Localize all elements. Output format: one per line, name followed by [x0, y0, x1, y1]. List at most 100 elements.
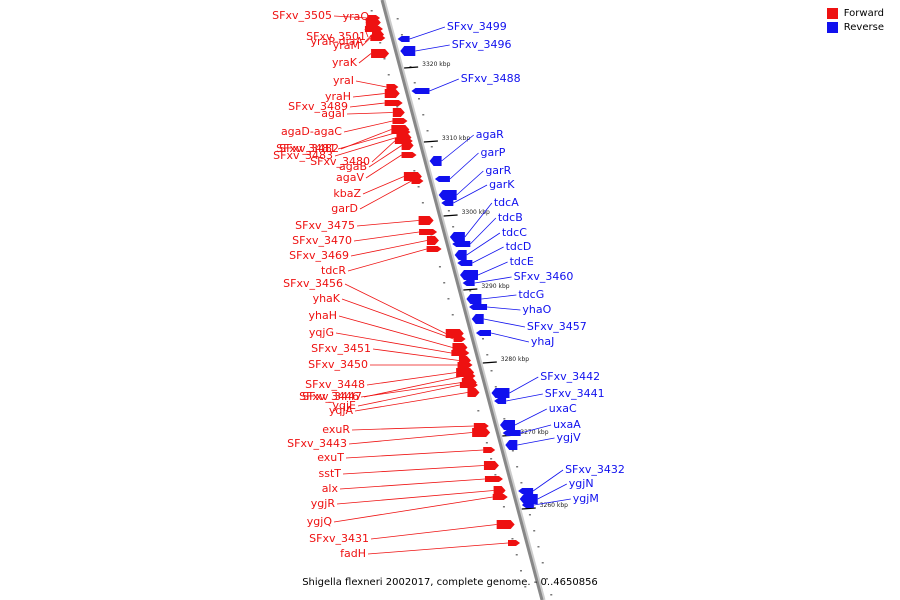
forward-gene-label: exuR: [322, 423, 350, 436]
forward-gene-label: SFxv_3483: [273, 149, 333, 162]
forward-gene-arrow: [386, 84, 399, 90]
forward-gene-label: SFxv_3489: [288, 100, 348, 113]
forward-leader-line: [346, 112, 393, 115]
forward-leader-line: [355, 80, 387, 88]
forward-gene-label: yraM: [333, 39, 360, 52]
reverse-gene-label: tdcG: [518, 288, 544, 301]
forward-leader-line: [349, 102, 385, 108]
reverse-leader-line: [429, 78, 459, 92]
strand-dot: [443, 282, 446, 284]
reverse-gene-arrow: [454, 250, 467, 260]
strand-dot: [383, 58, 386, 60]
strand-dot: [422, 114, 425, 116]
forward-gene-label: SFxv_3446: [299, 390, 359, 403]
strand-dot: [550, 594, 553, 596]
reverse-gene-arrow: [441, 200, 454, 206]
forward-leader-line: [345, 449, 484, 459]
reverse-gene-arrow: [429, 156, 442, 166]
forward-gene-arrow: [463, 373, 476, 379]
strand-dot: [426, 130, 429, 132]
strand-dot: [528, 514, 531, 516]
forward-leader-line: [342, 465, 484, 475]
kbp-tick: [521, 507, 536, 510]
kbp-tick-label: 3310 kbp: [442, 135, 470, 142]
reverse-gene-arrow: [521, 502, 534, 508]
forward-leader-line: [358, 53, 372, 64]
forward-leader-line: [364, 34, 373, 43]
reverse-leader-line: [483, 318, 526, 328]
strand-dot: [447, 210, 450, 212]
forward-gene-arrow: [459, 382, 478, 388]
strand-dot: [430, 146, 433, 148]
reverse-gene-arrow: [460, 270, 478, 280]
reverse-gene-label: ygjV: [557, 431, 582, 444]
reverse-gene-label: tdcB: [498, 211, 523, 224]
reverse-leader-line: [533, 498, 571, 506]
reverse-leader-line: [409, 26, 446, 40]
reverse-gene-label: tdcD: [506, 240, 532, 253]
forward-gene-arrow: [426, 246, 442, 252]
forward-leader-line: [357, 384, 460, 407]
kbp-tick: [404, 66, 419, 69]
strand-dot: [541, 562, 544, 564]
forward-gene-arrow: [467, 388, 480, 397]
strand-dot: [533, 530, 536, 532]
reverse-gene-label: SFxv_3496: [452, 38, 512, 51]
strand-dot: [494, 474, 497, 476]
forward-gene-label: yraK: [332, 56, 358, 69]
strand-dot: [396, 18, 399, 20]
strand-dot: [511, 450, 514, 452]
reverse-gene-arrow: [400, 46, 416, 56]
forward-gene-label: yraI: [333, 74, 354, 87]
reverse-gene-label: garP: [481, 146, 506, 159]
forward-gene-label: agaI: [321, 107, 345, 120]
forward-leader-line: [338, 315, 453, 348]
legend-label-forward: Forward: [843, 8, 884, 19]
forward-leader-line: [347, 248, 427, 272]
strand-dot: [490, 370, 493, 372]
forward-leader-line: [356, 220, 419, 227]
forward-gene-label: yraQ: [343, 10, 370, 23]
forward-leader-line: [333, 496, 493, 523]
strand-dot: [546, 578, 548, 580]
forward-gene-label: SFxv_3475: [295, 219, 355, 232]
forward-gene-label: SFxv_3505: [272, 9, 332, 22]
reverse-gene-label: SFxv_3460: [514, 270, 574, 283]
forward-swatch: [826, 8, 838, 19]
reverse-leader-line: [466, 232, 501, 256]
strand-dot: [400, 34, 403, 36]
forward-gene-label: SFxv_3431: [309, 532, 369, 545]
reverse-leader-line: [453, 184, 488, 204]
forward-leader-line: [370, 524, 497, 540]
forward-leader-line: [337, 131, 399, 150]
reverse-gene-arrow: [397, 36, 410, 42]
reverse-gene-label: garR: [485, 164, 511, 177]
kbp-tick-label: 3290 kbp: [481, 283, 509, 290]
forward-gene-label: kbaZ: [333, 187, 361, 200]
forward-leader-line: [361, 37, 371, 47]
forward-gene-label: sstT: [319, 467, 342, 480]
forward-gene-arrow: [418, 216, 434, 225]
reverse-gene-arrow: [500, 420, 515, 430]
reverse-gene-arrow: [505, 440, 518, 450]
forward-gene-label: ygjR: [311, 497, 336, 510]
forward-gene-arrow: [492, 494, 508, 500]
forward-leader-line: [372, 348, 459, 361]
reverse-leader-line: [456, 170, 484, 196]
reverse-gene-arrow: [434, 176, 450, 182]
forward-gene-label: SFxv_3482: [279, 142, 339, 155]
forward-leader-line: [359, 180, 412, 210]
reverse-leader-line: [464, 202, 493, 238]
gene-layer: [364, 15, 538, 546]
forward-leader-line: [344, 283, 446, 334]
forward-gene-arrow: [445, 329, 464, 338]
forward-gene-arrow: [483, 447, 496, 453]
forward-gene-label: yqjE: [333, 399, 357, 412]
reverse-gene-label: SFxv_3432: [565, 463, 625, 476]
reverse-gene-arrow: [491, 388, 510, 398]
strand-dot: [524, 586, 527, 588]
forward-gene-arrow: [472, 428, 491, 437]
strand-dot: [396, 106, 399, 108]
kbp-tick-label: 3260 kbp: [540, 502, 568, 509]
